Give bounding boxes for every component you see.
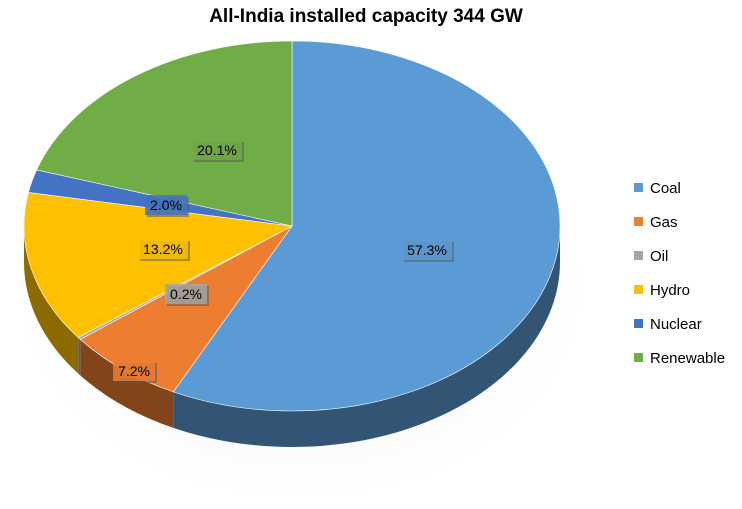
data-labels: 57.3% 7.2% 0.2% 13.2% 2.0% 20.1% bbox=[113, 140, 454, 383]
legend-swatch bbox=[634, 319, 643, 328]
legend-item-gas: Gas bbox=[634, 214, 678, 231]
legend-swatch bbox=[634, 353, 643, 362]
pie-slices bbox=[23, 40, 561, 412]
pie-slice-renewable bbox=[36, 40, 293, 227]
legend-item-hydro: Hydro bbox=[634, 282, 690, 299]
pie-side-coal bbox=[173, 226, 560, 447]
legend-label: Nuclear bbox=[650, 316, 702, 333]
data-label-gas: 7.2% bbox=[113, 361, 157, 383]
data-label-hydro: 13.2% bbox=[138, 239, 190, 261]
pie-slice-coal bbox=[172, 40, 561, 412]
legend-label: Hydro bbox=[650, 282, 690, 299]
pie-slice-hydro bbox=[23, 192, 293, 338]
legend-label: Gas bbox=[650, 214, 678, 231]
legend-swatch bbox=[634, 183, 643, 192]
pie-side-gas bbox=[80, 339, 174, 428]
svg-text:57.3%: 57.3% bbox=[407, 242, 447, 258]
data-label-coal: 57.3% bbox=[402, 240, 454, 262]
data-label-renewable: 20.1% bbox=[192, 140, 244, 162]
svg-text:20.1%: 20.1% bbox=[197, 142, 237, 158]
svg-text:7.2%: 7.2% bbox=[118, 363, 150, 379]
legend-label: Renewable bbox=[650, 350, 725, 367]
legend-swatch bbox=[634, 285, 643, 294]
data-label-nuclear: 2.0% bbox=[145, 195, 189, 217]
legend-item-nuclear: Nuclear bbox=[634, 316, 702, 333]
legend-swatch bbox=[634, 251, 643, 260]
data-label-oil: 0.2% bbox=[165, 284, 209, 306]
legend-label: Oil bbox=[650, 248, 668, 265]
legend-item-renewable: Renewable bbox=[634, 350, 725, 367]
legend: Coal Gas Oil Hydro Nuclear Renewable bbox=[634, 180, 725, 367]
legend-item-oil: Oil bbox=[634, 248, 668, 265]
legend-label: Coal bbox=[650, 180, 681, 197]
svg-text:13.2%: 13.2% bbox=[143, 241, 183, 257]
pie-side-oil bbox=[78, 337, 81, 376]
pie-side-hydro bbox=[24, 226, 79, 374]
pie-sides bbox=[24, 226, 560, 447]
legend-item-coal: Coal bbox=[634, 180, 681, 197]
legend-swatch bbox=[634, 217, 643, 226]
chart-title: All-India installed capacity 344 GW bbox=[209, 6, 523, 27]
svg-text:2.0%: 2.0% bbox=[150, 197, 182, 213]
svg-text:0.2%: 0.2% bbox=[170, 286, 202, 302]
